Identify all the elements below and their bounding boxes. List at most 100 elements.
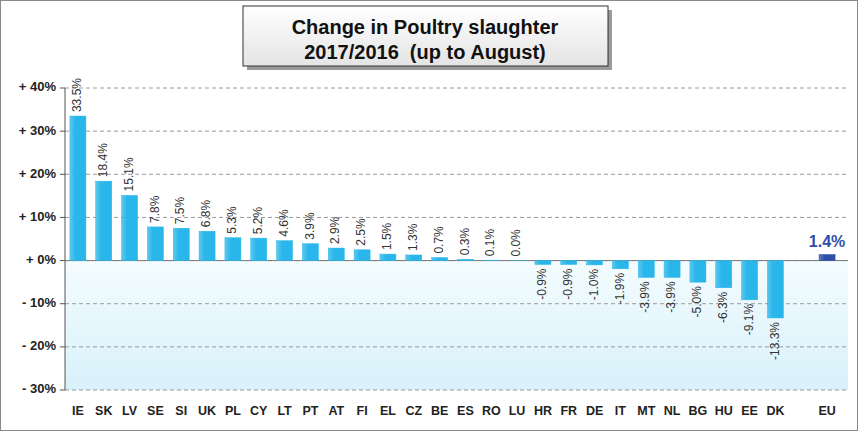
bar bbox=[561, 261, 577, 265]
category-label: PL bbox=[225, 404, 241, 418]
data-label: -1.0% bbox=[587, 269, 601, 301]
bar bbox=[664, 261, 680, 278]
bar bbox=[612, 261, 628, 269]
bar bbox=[742, 261, 758, 300]
data-label: 0.0% bbox=[509, 229, 523, 257]
chart: - 30%- 20%- 10%+ 0%+ 10%+ 20%+ 30%+ 40%3… bbox=[0, 0, 858, 431]
category-label: LV bbox=[122, 404, 138, 418]
data-label: -0.9% bbox=[535, 268, 549, 300]
bar bbox=[767, 261, 783, 318]
data-label: 18.4% bbox=[96, 143, 110, 177]
data-label: -13.3% bbox=[768, 322, 782, 360]
tick-mark bbox=[60, 390, 65, 391]
category-label: IE bbox=[72, 404, 84, 418]
tick-label: + 20% bbox=[19, 166, 57, 181]
bar bbox=[225, 238, 241, 261]
category-label: ES bbox=[457, 404, 474, 418]
tick-label: - 20% bbox=[22, 338, 56, 353]
category-label: EE bbox=[741, 404, 758, 418]
category-label: SK bbox=[95, 404, 112, 418]
category-label: RO bbox=[482, 404, 501, 418]
data-label: -5.0% bbox=[690, 286, 704, 318]
bar bbox=[509, 260, 525, 261]
bar bbox=[483, 260, 499, 261]
data-label: 5.3% bbox=[225, 206, 239, 234]
bar bbox=[432, 258, 448, 261]
category-label: PT bbox=[302, 404, 318, 418]
grid-line bbox=[65, 174, 848, 175]
data-label: 7.5% bbox=[173, 197, 187, 225]
y-axis bbox=[65, 88, 66, 390]
title: Change in Poultry slaughter bbox=[292, 16, 559, 38]
plot-background bbox=[65, 261, 848, 390]
subtitle: 2017/2016 (up to August) bbox=[304, 41, 546, 63]
data-label: -6.3% bbox=[716, 291, 730, 323]
bar bbox=[457, 259, 473, 260]
grid-line bbox=[65, 390, 848, 391]
chart-border bbox=[1, 1, 858, 431]
category-label: DE bbox=[586, 404, 603, 418]
tick-label: + 30% bbox=[19, 123, 57, 138]
data-label: 1.5% bbox=[380, 222, 394, 250]
data-label: -3.9% bbox=[664, 281, 678, 313]
category-label: LU bbox=[509, 404, 526, 418]
grid-line bbox=[65, 131, 848, 132]
category-label: SE bbox=[147, 404, 164, 418]
tick-mark bbox=[60, 217, 65, 218]
category-label: CZ bbox=[405, 404, 422, 418]
bar bbox=[638, 261, 654, 278]
bar bbox=[716, 261, 732, 288]
tick-label: + 40% bbox=[19, 79, 57, 94]
tick-mark bbox=[60, 303, 65, 304]
title-box bbox=[243, 6, 608, 66]
grid-line bbox=[65, 303, 848, 304]
category-label: BG bbox=[689, 404, 708, 418]
category-label: EL bbox=[380, 404, 396, 418]
bar bbox=[147, 227, 163, 261]
data-label: 5.2% bbox=[251, 206, 265, 234]
data-label: 7.8% bbox=[148, 195, 162, 223]
data-label: 2.5% bbox=[354, 218, 368, 246]
bar bbox=[354, 250, 370, 261]
category-label: AT bbox=[328, 404, 344, 418]
category-label: FR bbox=[560, 404, 577, 418]
data-label: 0.1% bbox=[483, 228, 497, 256]
category-label: DK bbox=[766, 404, 784, 418]
tick-mark bbox=[60, 174, 65, 175]
category-label: IT bbox=[615, 404, 626, 418]
category-label: FI bbox=[357, 404, 368, 418]
data-label: -1.9% bbox=[613, 272, 627, 304]
bars bbox=[70, 116, 835, 318]
bar bbox=[535, 261, 551, 265]
tick-mark bbox=[60, 260, 65, 261]
tick-label: - 10% bbox=[22, 295, 56, 310]
category-label: SI bbox=[175, 404, 187, 418]
bar bbox=[70, 116, 86, 261]
tick-label: - 30% bbox=[22, 381, 56, 396]
bar bbox=[302, 244, 318, 261]
data-label: 0.7% bbox=[432, 226, 446, 254]
data-label: 1.4% bbox=[809, 233, 845, 250]
bar bbox=[328, 248, 344, 261]
bar bbox=[587, 261, 603, 265]
data-label: 3.9% bbox=[303, 212, 317, 240]
category-label: UK bbox=[198, 404, 216, 418]
bar bbox=[199, 231, 215, 260]
data-label: 33.5% bbox=[70, 78, 84, 112]
data-label: 15.1% bbox=[122, 157, 136, 191]
grid-line bbox=[65, 88, 848, 89]
bar bbox=[251, 238, 267, 260]
tick-label: + 10% bbox=[19, 209, 57, 224]
category-label: MT bbox=[637, 404, 655, 418]
data-label: -3.9% bbox=[638, 281, 652, 313]
bar bbox=[122, 195, 138, 260]
category-label: HU bbox=[715, 404, 733, 418]
bar bbox=[96, 181, 112, 260]
bar bbox=[173, 228, 189, 260]
bar bbox=[380, 254, 396, 260]
plot-background bbox=[65, 78, 848, 261]
tick-mark bbox=[60, 346, 65, 347]
grid-line bbox=[65, 346, 848, 347]
tick-mark bbox=[60, 131, 65, 132]
data-label: 2.9% bbox=[328, 216, 342, 244]
